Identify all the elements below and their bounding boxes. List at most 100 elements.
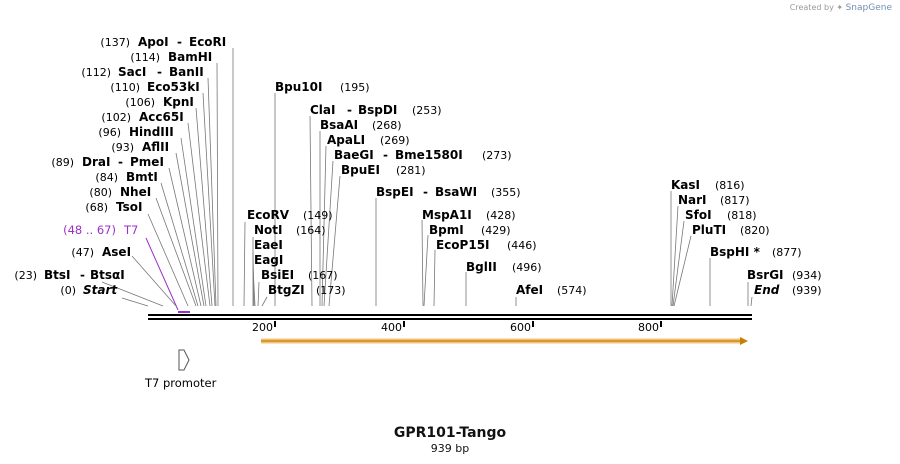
site-position: (934) xyxy=(792,269,822,282)
t7-promoter-label: T7 promoter xyxy=(144,376,217,390)
site-separator: - xyxy=(118,155,123,169)
t7-feature-label: T7 xyxy=(123,223,138,237)
site-position: (269) xyxy=(380,134,410,147)
site-enzyme: BspEI xyxy=(376,185,414,199)
site-position: (68) xyxy=(85,201,108,214)
site-enzyme: BsiEI xyxy=(261,268,294,282)
leader-lines xyxy=(101,48,753,307)
site-position: (195) xyxy=(340,81,370,94)
site-enzyme: BpmI xyxy=(429,223,464,237)
site-enzyme: BglII xyxy=(466,260,497,274)
site-enzyme: PmeI xyxy=(130,155,164,169)
site-position: (496) xyxy=(512,261,542,274)
snapgene-credit: Created by ✦ SnapGene xyxy=(790,3,892,13)
site-enzyme: BaeGI xyxy=(334,148,374,162)
site-enzyme: Bpu10I xyxy=(275,80,322,94)
site-enzyme: BamHI xyxy=(168,50,212,64)
site-position: (114) xyxy=(130,51,160,64)
site-enzyme: BtsαI xyxy=(90,268,125,282)
site-position: (164) xyxy=(296,224,326,237)
site-position: (574) xyxy=(557,284,587,297)
site-position: (428) xyxy=(486,209,516,222)
site-position: (939) xyxy=(792,284,822,297)
site-position: (0) xyxy=(60,284,76,297)
ruler-tick-label: 800 xyxy=(638,321,659,334)
credit-prefix: Created by xyxy=(789,3,834,12)
site-enzyme: BspDI xyxy=(358,103,397,117)
site-position: (281) xyxy=(396,164,426,177)
site-enzyme: BtgZI xyxy=(268,283,305,297)
site-enzyme: ApoI xyxy=(138,35,169,49)
site-enzyme: EaeI xyxy=(254,238,283,252)
site-enzyme: HindIII xyxy=(129,125,174,139)
site-enzyme: BpuEI xyxy=(341,163,380,177)
site-enzyme: PluTI xyxy=(692,223,726,237)
site-separator: - xyxy=(423,185,428,199)
site-enzyme: EcoRI xyxy=(189,35,226,49)
site-enzyme: NarI xyxy=(678,193,707,207)
site-position: (23) xyxy=(14,269,37,282)
site-position: (446) xyxy=(507,239,537,252)
right-site-labels: EcoRV (149) NotI (164) EaeI EagI BsiEI (… xyxy=(247,80,822,297)
site-enzyme: MspA1I xyxy=(422,208,472,222)
site-position: (84) xyxy=(95,171,118,184)
site-enzyme: EcoRV xyxy=(247,208,290,222)
t7-position: (48 .. 67) xyxy=(63,223,116,237)
site-position: (355) xyxy=(491,186,521,199)
site-position: (89) xyxy=(51,156,74,169)
plasmid-title: GPR101-Tango xyxy=(393,425,507,441)
site-position: (273) xyxy=(482,149,512,162)
site-enzyme: BtsI xyxy=(44,268,71,282)
site-enzyme: EcoP15I xyxy=(436,238,490,252)
site-enzyme: AfeI xyxy=(516,283,543,297)
site-position: (268) xyxy=(372,119,402,132)
site-position: (96) xyxy=(98,126,121,139)
site-position: (112) xyxy=(81,66,111,79)
site-position: (149) xyxy=(303,209,333,222)
site-enzyme: SacI xyxy=(118,65,146,79)
credit-brand: SnapGene xyxy=(845,3,892,13)
site-enzyme: BsaWI xyxy=(435,185,477,199)
site-position: (47) xyxy=(71,246,94,259)
site-position: (817) xyxy=(720,194,750,207)
site-position: (110) xyxy=(110,81,140,94)
site-enzyme: NheI xyxy=(120,185,151,199)
ruler-tick-label: 600 xyxy=(510,321,531,334)
site-enzyme: Eco53kI xyxy=(147,80,200,94)
site-position: (820) xyxy=(740,224,770,237)
site-position: (253) xyxy=(412,104,442,117)
site-enzyme: KpnI xyxy=(163,95,194,109)
site-position: (106) xyxy=(125,96,155,109)
site-position: (877) xyxy=(772,246,802,259)
site-position: (429) xyxy=(481,224,511,237)
site-enzyme: BspHI * xyxy=(710,245,761,259)
site-position: (167) xyxy=(308,269,338,282)
site-position: (137) xyxy=(100,36,130,49)
site-separator: - xyxy=(80,268,85,282)
site-enzyme: BsaAI xyxy=(320,118,358,132)
site-enzyme: Bme1580I xyxy=(395,148,463,162)
t7-leader-line xyxy=(145,237,179,311)
site-enzyme: NotI xyxy=(254,223,283,237)
site-enzyme: ApaLI xyxy=(327,133,365,147)
site-enzyme: BmtI xyxy=(126,170,158,184)
site-position: (173) xyxy=(316,284,346,297)
ruler-tick-label: 400 xyxy=(381,321,402,334)
t7-promoter-arrow-icon xyxy=(178,349,190,371)
site-enzyme: BsrGI xyxy=(747,268,784,282)
site-position: (93) xyxy=(111,141,134,154)
site-enzyme: ClaI xyxy=(310,103,335,117)
site-separator: - xyxy=(347,103,352,117)
site-enzyme: BanII xyxy=(169,65,204,79)
site-position: (816) xyxy=(715,179,745,192)
site-position: (818) xyxy=(727,209,757,222)
sequence-start-label: Start xyxy=(83,283,118,297)
site-enzyme: TsoI xyxy=(116,200,142,214)
site-enzyme: DraI xyxy=(82,155,110,169)
site-separator: - xyxy=(177,35,182,49)
snapgene-logo-icon: ✦ xyxy=(836,3,844,12)
site-enzyme: Acc65I xyxy=(139,110,184,124)
site-separator: - xyxy=(157,65,162,79)
ruler-tick-label: 200 xyxy=(252,321,273,334)
site-enzyme: AseI xyxy=(102,245,131,259)
